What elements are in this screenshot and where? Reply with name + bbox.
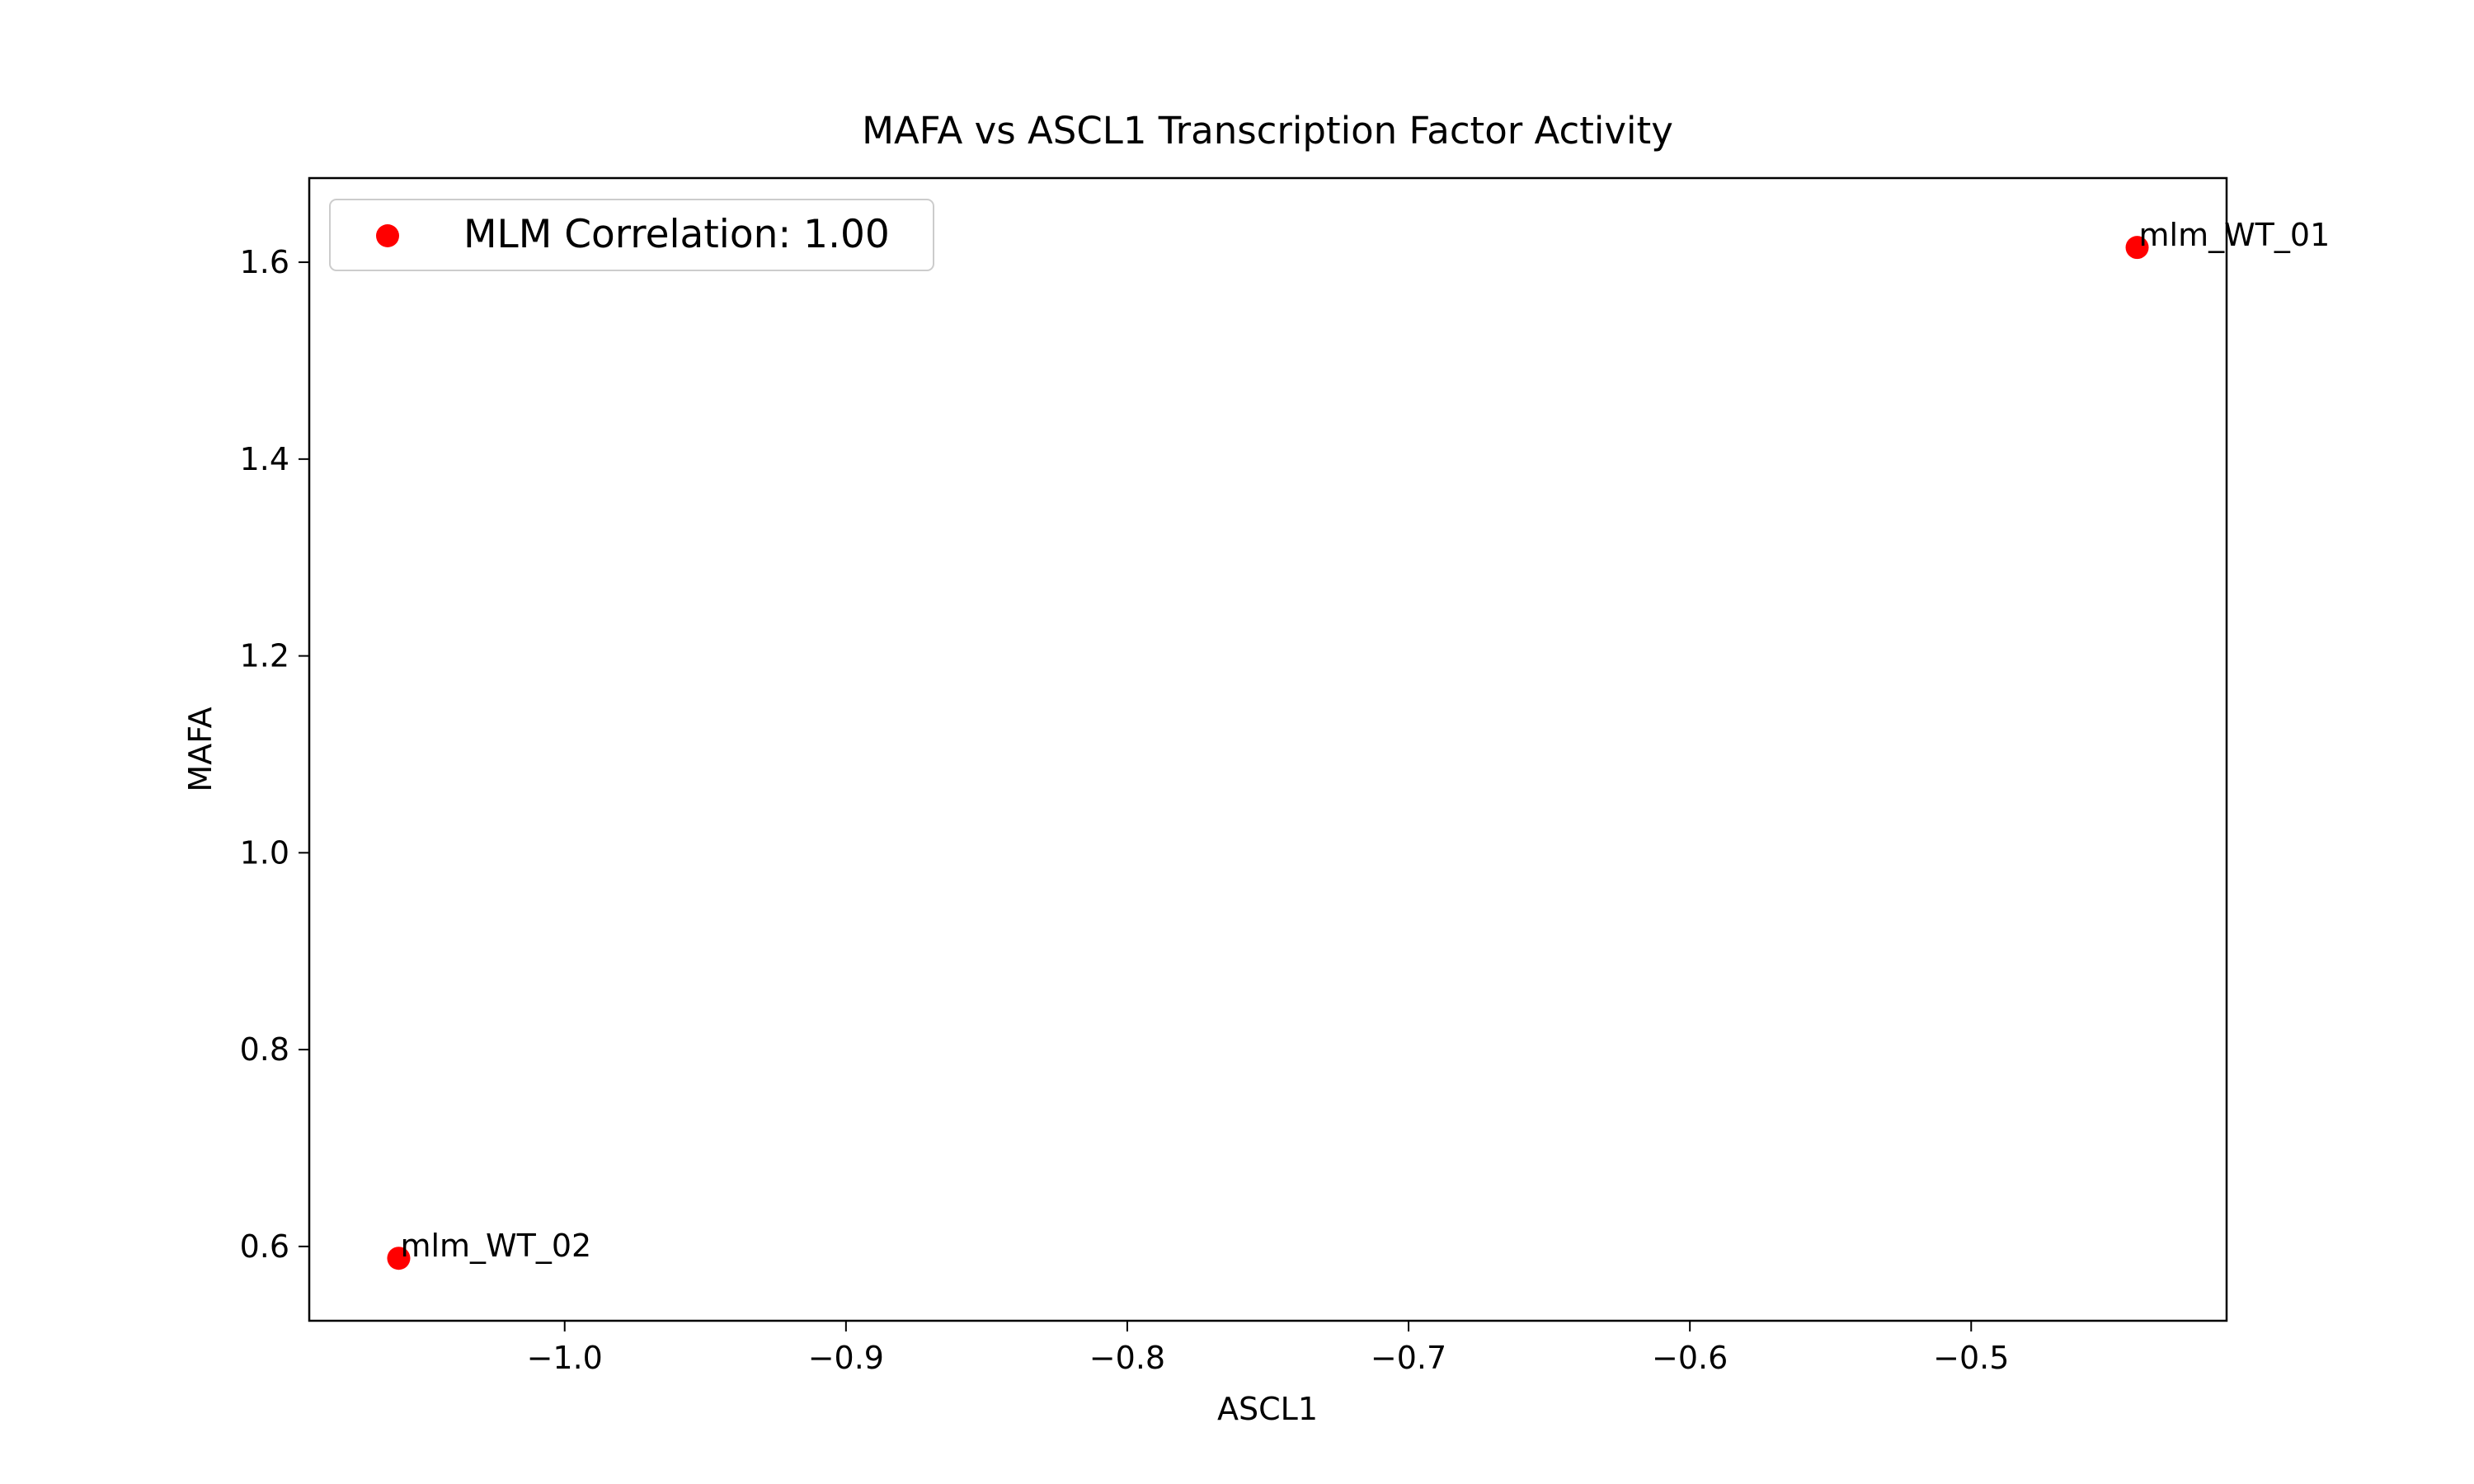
- point-annotation: mlm_WT_01: [2139, 217, 2331, 253]
- x-tick-label: −0.7: [1371, 1340, 1446, 1376]
- plot-area-frame: [308, 176, 2228, 1322]
- x-tick-label: −1.0: [527, 1340, 603, 1376]
- point-annotation: mlm_WT_02: [400, 1228, 591, 1264]
- data-points: [387, 236, 2149, 1270]
- y-tick-label: 1.4: [240, 441, 289, 477]
- legend-box: [329, 199, 934, 271]
- data-point: [387, 1247, 411, 1270]
- plot-area-background: [309, 178, 2227, 1321]
- legend-entry-label: MLM Correlation: 1.00: [463, 212, 890, 257]
- x-tick-label: −0.8: [1089, 1340, 1165, 1376]
- y-axis-ticks: 0.6 0.8 1.0 1.2 1.4 1.6: [240, 244, 309, 1265]
- x-axis-ticks: −1.0 −0.9 −0.8 −0.7 −0.6 −0.5: [527, 1321, 2009, 1376]
- x-tick-label: −0.5: [1933, 1340, 2009, 1376]
- legend-marker: [376, 224, 399, 247]
- point-labels: mlm_WT_01 mlm_WT_02: [400, 217, 2330, 1264]
- y-tick-label: 0.8: [240, 1031, 289, 1068]
- y-tick-label: 1.6: [240, 244, 289, 280]
- y-tick-label: 1.0: [240, 834, 289, 871]
- legend: MLM Correlation: 1.00: [329, 199, 934, 271]
- y-tick-label: 0.6: [240, 1228, 289, 1265]
- x-tick-label: −0.9: [808, 1340, 884, 1376]
- x-axis-label: ASCL1: [1217, 1391, 1318, 1427]
- x-tick-label: −0.6: [1652, 1340, 1728, 1376]
- chart-title: MAFA vs ASCL1 Transcription Factor Activ…: [862, 109, 1673, 153]
- data-point: [2125, 236, 2149, 260]
- y-axis-label: MAFA: [182, 707, 219, 791]
- y-tick-label: 1.2: [240, 638, 289, 674]
